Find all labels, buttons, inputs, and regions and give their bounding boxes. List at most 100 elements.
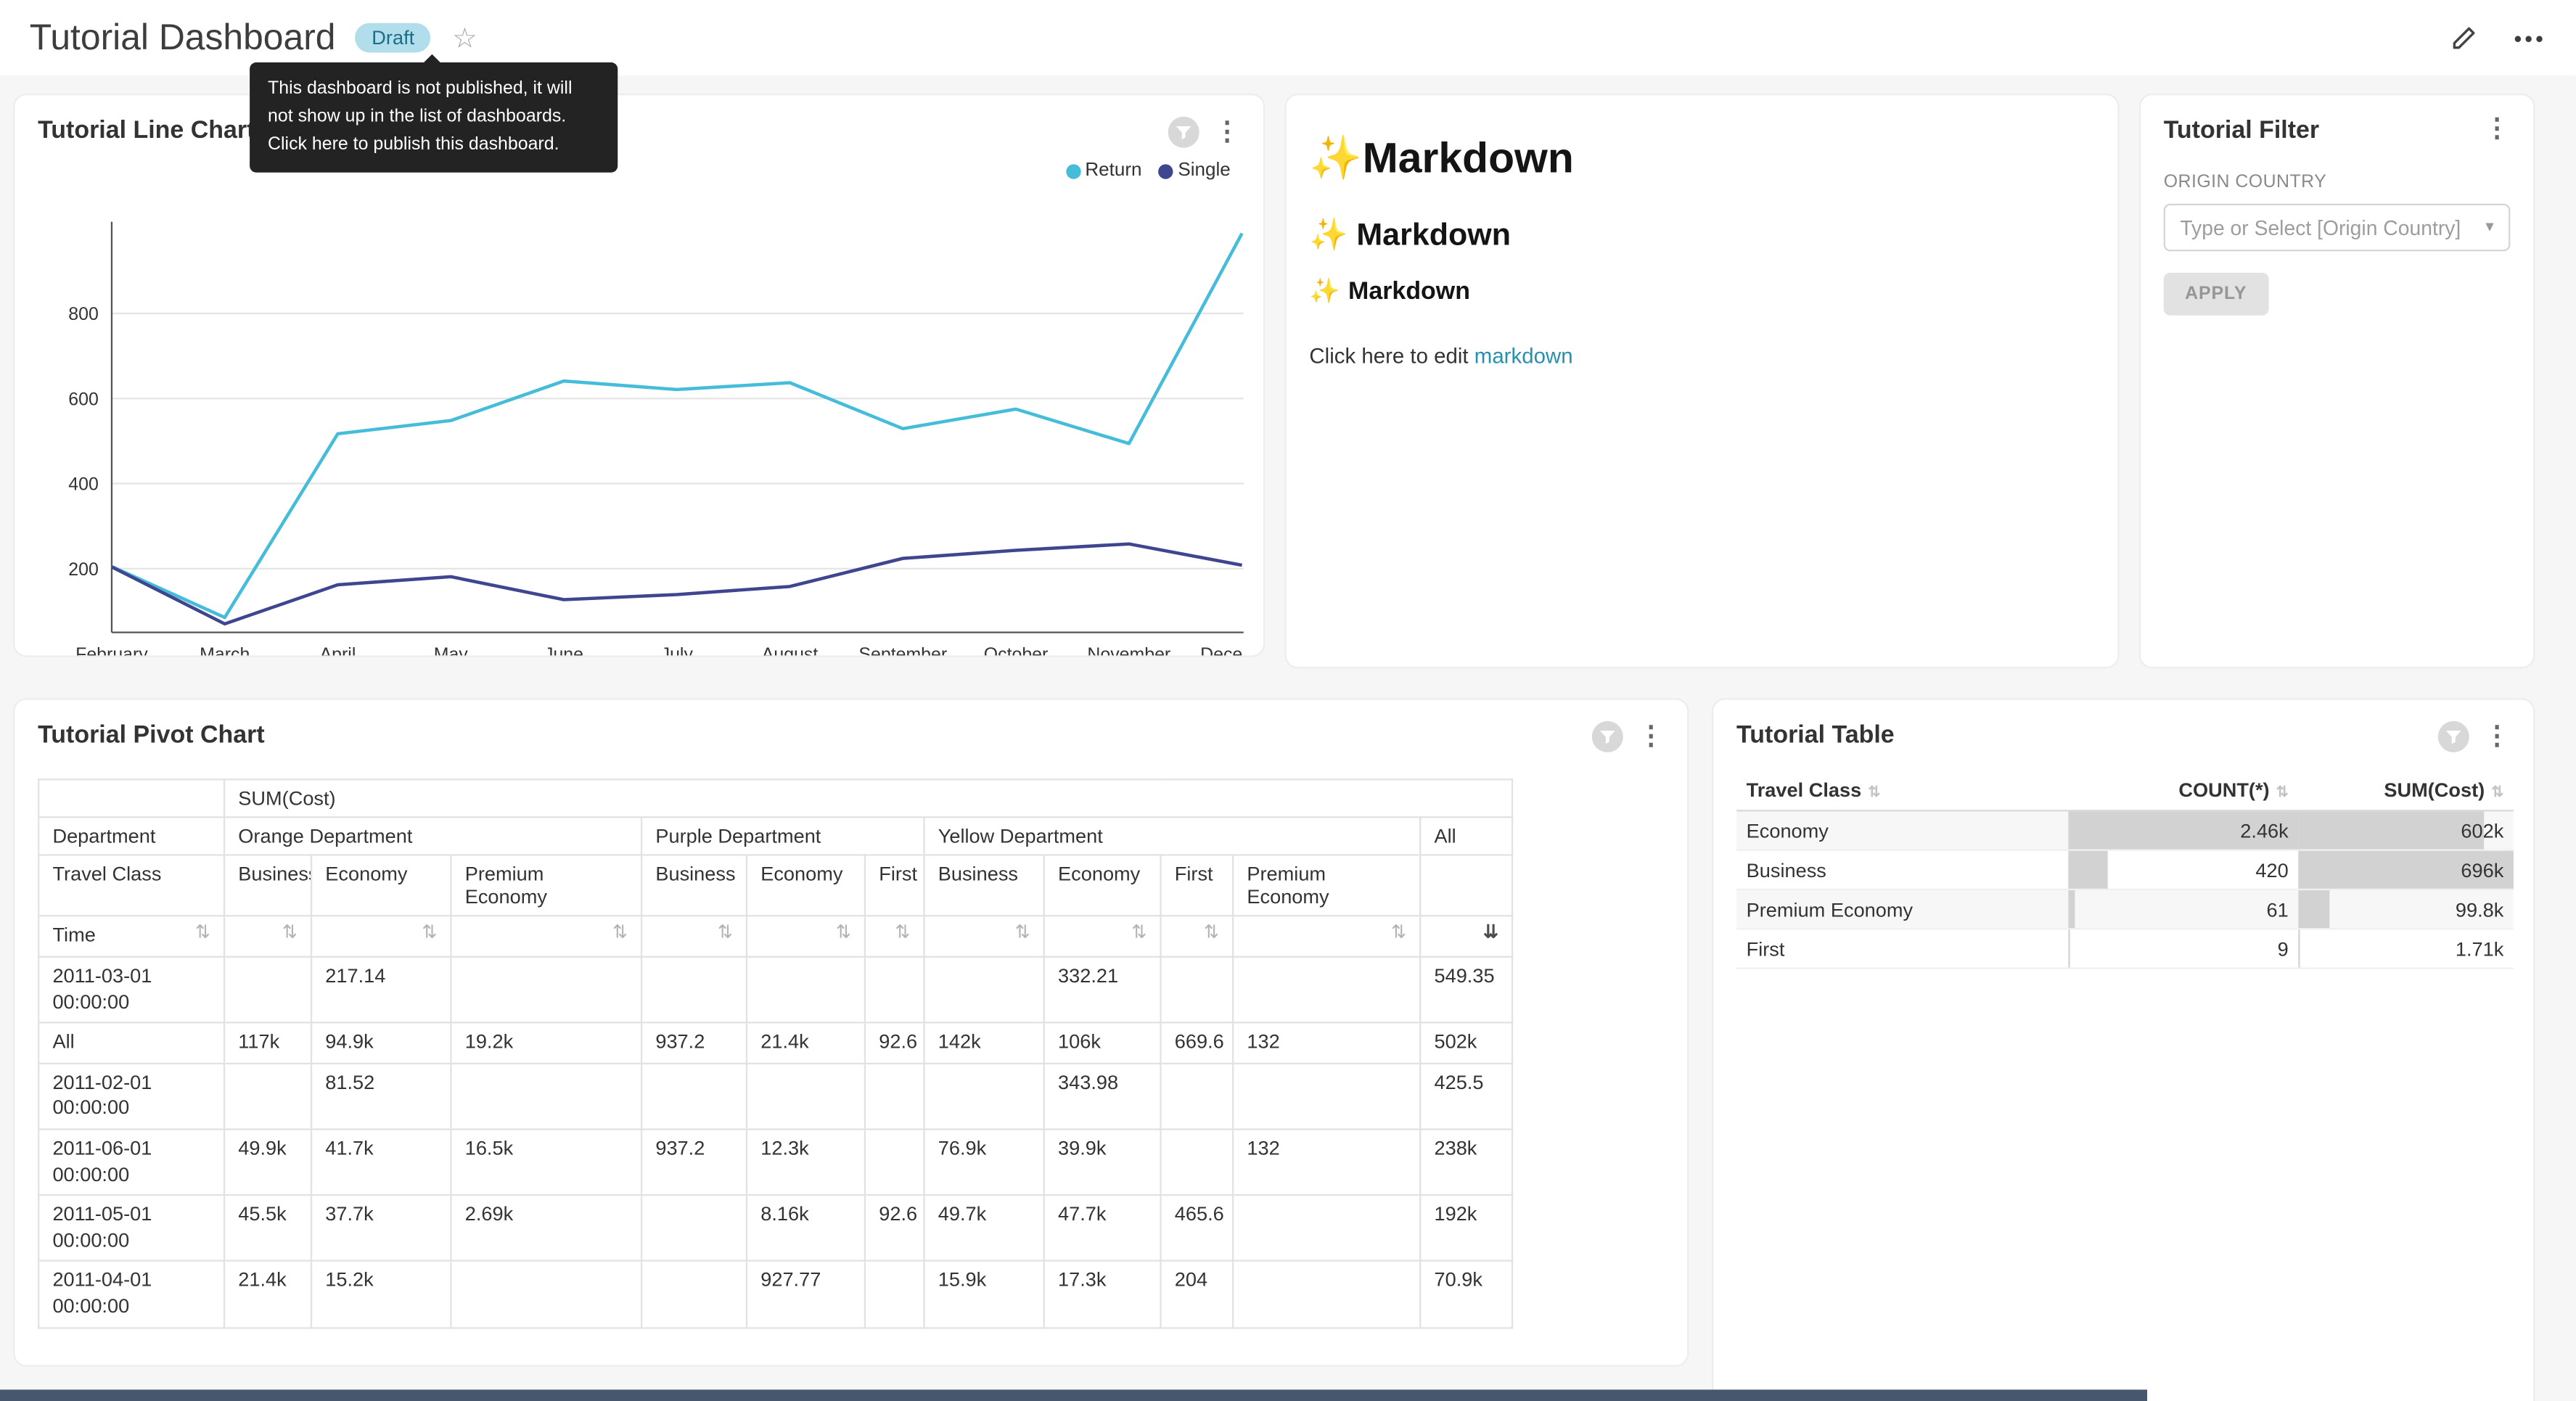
pivot-value-cell <box>641 1063 747 1129</box>
sort-icon[interactable]: ⇅ <box>282 923 298 945</box>
svg-text:400: 400 <box>68 474 99 495</box>
count-cell: 420 <box>2068 850 2298 890</box>
pivot-value-cell: 49.9k <box>224 1129 311 1195</box>
pivot-value-cell: 142k <box>924 1023 1044 1064</box>
sort-icon[interactable]: ⇅ <box>195 923 210 945</box>
table-column-header[interactable]: Travel Class⇅ <box>1736 771 2068 810</box>
sparkle-icon: ✨ <box>1309 218 1348 253</box>
pivot-value-cell: 117k <box>224 1023 311 1064</box>
sum-cell: 602k <box>2298 810 2514 850</box>
pivot-value-cell <box>1161 1063 1234 1129</box>
more-options-icon[interactable]: ⋮ <box>2484 723 2510 749</box>
pivot-class-header: First <box>1161 855 1234 916</box>
count-cell: 2.46k <box>2068 810 2298 850</box>
pivot-value-cell <box>451 1261 641 1327</box>
card-header: Tutorial Filter ⋮ <box>2164 117 2511 144</box>
pivot-value-cell: 238k <box>1420 1129 1512 1195</box>
sort-icon[interactable]: ⇅ <box>612 923 628 945</box>
sparkle-icon: ✨ <box>1309 278 1340 305</box>
pivot-sort-row: Time⇅⇅⇅⇅⇅⇅⇅⇅⇅⇅⇅⇊ <box>38 916 1512 957</box>
cross-filter-icon[interactable] <box>2438 721 2469 752</box>
pivot-data-row: All117k94.9k19.2k937.221.4k92.6142k106k6… <box>38 1023 1512 1064</box>
table-column-header[interactable]: SUM(Cost)⇅ <box>2298 771 2514 810</box>
pivot-value-cell: 106k <box>1044 1023 1161 1064</box>
sort-icon[interactable]: ⇅ <box>836 923 851 945</box>
pivot-value-cell <box>1161 1129 1234 1195</box>
more-options-icon[interactable]: ⋮ <box>1214 119 1240 145</box>
sort-desc-icon[interactable]: ⇊ <box>1483 923 1498 945</box>
svg-text:February: February <box>75 644 148 657</box>
pivot-chart-card: Tutorial Pivot Chart ⋮ SUM(Cost)Departme… <box>13 698 1689 1366</box>
page-title: Tutorial Dashboard <box>30 17 336 59</box>
origin-country-select[interactable]: Type or Select [Origin Country] ▾ <box>2164 204 2511 252</box>
apply-button[interactable]: APPLY <box>2164 273 2268 316</box>
sort-icon: ⇅ <box>2276 784 2289 800</box>
markdown-h2: ✨Markdown <box>1309 215 2094 255</box>
pivot-table: SUM(Cost)DepartmentOrange DepartmentPurp… <box>38 778 1513 1328</box>
pivot-value-cell: 92.6 <box>865 1023 924 1064</box>
chart-title: Tutorial Line Chart <box>38 117 255 144</box>
line-chart-canvas[interactable]: 200400600800FebruaryMarchAprilMayJuneJul… <box>38 218 1244 657</box>
svg-text:December: December <box>1200 644 1244 657</box>
pivot-value-cell: 192k <box>1420 1195 1512 1261</box>
chart-legend: Return Single <box>1065 161 1231 181</box>
edit-pencil-icon[interactable] <box>2450 24 2477 52</box>
pivot-class-header: First <box>865 855 924 916</box>
sort-icon[interactable]: ⇅ <box>1391 923 1406 945</box>
pivot-value-cell: 39.9k <box>1044 1129 1161 1195</box>
chart-title: Tutorial Pivot Chart <box>38 721 265 749</box>
chevron-down-icon: ▾ <box>2485 218 2493 237</box>
pivot-row-dim-cell: Time⇅ <box>38 916 224 957</box>
sort-icon[interactable]: ⇅ <box>1131 923 1147 945</box>
favorite-star-icon[interactable]: ☆ <box>452 24 477 52</box>
pivot-value-cell <box>747 957 865 1023</box>
bottom-bar <box>0 1389 2147 1401</box>
pivot-data-row: 2011-04-01 00:00:0021.4k15.2k927.7715.9k… <box>38 1261 1512 1327</box>
pivot-value-cell: 70.9k <box>1420 1261 1512 1327</box>
pivot-value-cell: 49.7k <box>924 1195 1044 1261</box>
cross-filter-icon[interactable] <box>1592 721 1623 752</box>
pivot-value-cell: 2.69k <box>451 1195 641 1261</box>
count-cell: 61 <box>2068 890 2298 929</box>
table-column-header[interactable]: COUNT(*)⇅ <box>2068 771 2298 810</box>
more-options-icon[interactable]: ⋮ <box>1638 723 1664 749</box>
card-header: Tutorial Pivot Chart ⋮ <box>38 721 1664 752</box>
draft-badge[interactable]: Draft <box>356 23 431 53</box>
markdown-edit-link[interactable]: markdown <box>1474 343 1573 368</box>
markdown-h1: ✨Markdown <box>1309 133 2094 184</box>
table-row: Economy2.46k602k <box>1736 810 2514 850</box>
svg-text:October: October <box>984 644 1049 657</box>
pivot-class-header: Business <box>924 855 1044 916</box>
pivot-value-cell <box>1233 1063 1420 1129</box>
sort-icon[interactable]: ⇅ <box>422 923 437 945</box>
pivot-value-cell <box>865 957 924 1023</box>
sort-icon: ⇅ <box>2491 784 2503 800</box>
cross-filter-icon[interactable] <box>1168 117 1199 148</box>
svg-text:800: 800 <box>68 304 99 324</box>
pivot-value-cell <box>224 957 311 1023</box>
table-header-row: Travel Class⇅COUNT(*)⇅SUM(Cost)⇅ <box>1736 771 2514 810</box>
legend-dot-icon <box>1158 163 1173 178</box>
more-menu-icon[interactable]: ••• <box>2514 25 2547 50</box>
pivot-value-cell: 81.52 <box>311 1063 451 1129</box>
pivot-value-cell: 332.21 <box>1044 957 1161 1023</box>
sort-icon[interactable]: ⇅ <box>895 923 910 945</box>
pivot-value-cell <box>865 1063 924 1129</box>
sort-icon[interactable]: ⇅ <box>718 923 733 945</box>
pivot-value-cell: 343.98 <box>1044 1063 1161 1129</box>
pivot-value-cell <box>924 1063 1044 1129</box>
card-actions: ⋮ <box>1592 721 1665 752</box>
legend-item-single[interactable]: Single <box>1158 161 1231 181</box>
filter-card: Tutorial Filter ⋮ ORIGIN COUNTRY Type or… <box>2139 94 2535 668</box>
pivot-measure-label: SUM(Cost) <box>224 779 1512 817</box>
sort-icon[interactable]: ⇅ <box>1015 923 1030 945</box>
legend-item-return[interactable]: Return <box>1065 161 1141 181</box>
pivot-value-cell: 12.3k <box>747 1129 865 1195</box>
pivot-value-cell: 94.9k <box>311 1023 451 1064</box>
more-options-icon[interactable]: ⋮ <box>2484 117 2510 143</box>
pivot-data-row: 2011-03-01 00:00:00217.14332.21549.35 <box>38 957 1512 1023</box>
travel-class-cell: Business <box>1736 850 2068 890</box>
pivot-value-cell <box>1233 957 1420 1023</box>
sort-icon[interactable]: ⇅ <box>1204 923 1219 945</box>
pivot-row-label: 2011-03-01 00:00:00 <box>38 957 224 1023</box>
